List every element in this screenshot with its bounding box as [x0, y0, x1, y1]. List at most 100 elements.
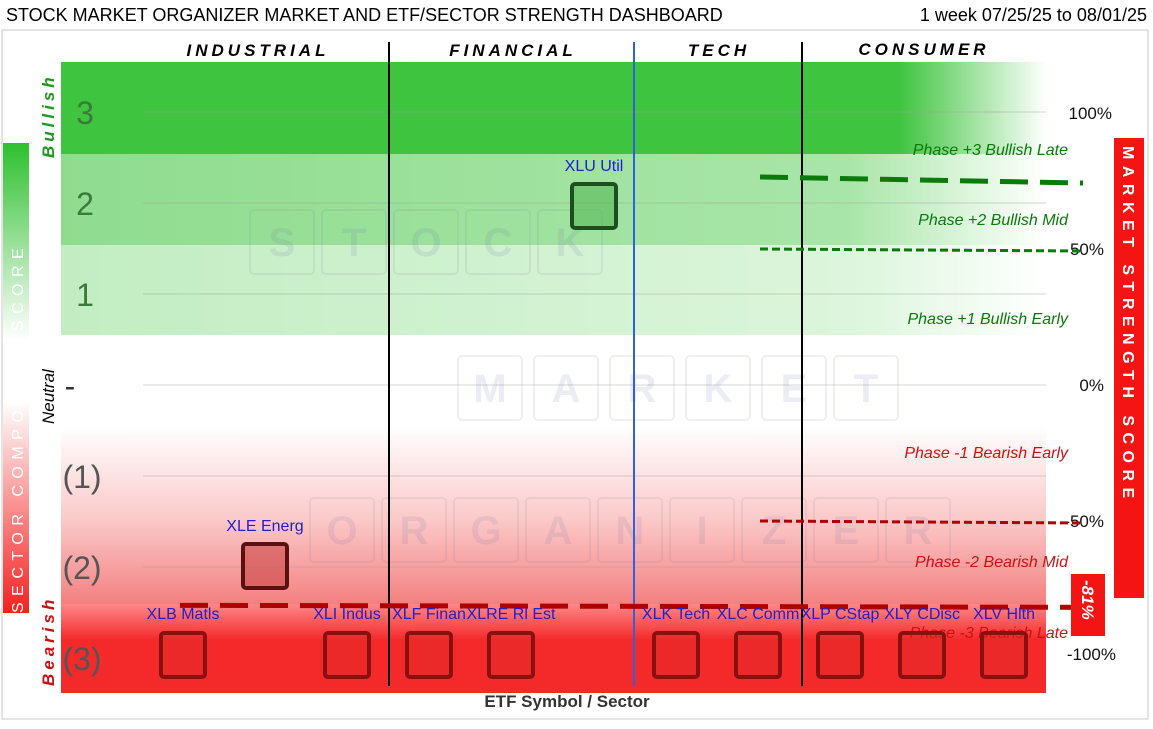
watermark-cell: E: [761, 355, 827, 421]
watermark-cell: O: [393, 209, 459, 275]
etf-marker: [487, 631, 535, 679]
etf-point: XLE Energ: [226, 518, 304, 590]
threshold-line: [179, 602, 1084, 610]
left-axis-neutral: Neutral: [39, 368, 58, 424]
etf-point: XLB Matls: [147, 606, 220, 679]
watermark: S T O C KM A R K E TO R G A N I Z E R: [249, 209, 951, 563]
sector-header-industrial: INDUSTRIAL: [187, 41, 330, 60]
sector-header-financial: FINANCIAL: [449, 41, 577, 60]
left-tick-label: (2): [62, 550, 101, 586]
band-bearish-late: [61, 604, 1046, 693]
watermark-letter: R: [400, 509, 429, 553]
right-axis-badge: [1114, 138, 1144, 598]
left-tick-label: -: [65, 368, 76, 404]
x-axis-title: ETF Symbol / Sector: [484, 692, 650, 711]
chart-frame: [1, 29, 1149, 720]
left-axis-bearish: Bearish: [39, 596, 58, 686]
watermark-letter: T: [342, 221, 366, 265]
left-axis-bullish: Bullish: [39, 73, 58, 158]
right-tick-label: 100%: [1069, 104, 1112, 123]
watermark-cell: E: [813, 497, 879, 563]
watermark-letter: A: [544, 509, 573, 553]
etf-marker: [405, 631, 453, 679]
left-score-bar: [3, 143, 29, 613]
market-strength-value: -81%: [1078, 580, 1097, 620]
watermark-letter: N: [616, 509, 645, 553]
etf-point: XLV Hlth: [973, 606, 1035, 679]
dashboard-title: STOCK MARKET ORGANIZER MARKET AND ETF/SE…: [6, 5, 723, 25]
watermark-letter: A: [552, 367, 581, 411]
watermark-cell: O: [309, 497, 375, 563]
watermark-letter: R: [628, 367, 657, 411]
watermark-cell: A: [533, 355, 599, 421]
watermark-letter: E: [781, 367, 808, 411]
left-ticks: 3 2 1 - (1) (2) (3): [62, 95, 101, 677]
watermark-cell: K: [685, 355, 751, 421]
band-bullish-mid: [61, 154, 1046, 245]
watermark-cell: R: [381, 497, 447, 563]
right-axis-title: MARKET STRENGTH SCORE: [1119, 146, 1136, 505]
etf-point: XLY CDisc: [884, 606, 960, 679]
etf-point: XLK Tech: [642, 606, 710, 679]
etf-label: XLU Util: [565, 158, 624, 175]
etf-label: XLRE Rl Est: [467, 606, 556, 623]
watermark-letter: G: [470, 509, 501, 553]
left-tick-label: 1: [76, 277, 94, 313]
watermark-letter: K: [704, 367, 733, 411]
right-tick-label: -50%: [1064, 512, 1104, 531]
left-tick-label: 3: [76, 95, 94, 131]
etf-marker: [159, 631, 207, 679]
etf-point: XLI Indus: [313, 606, 381, 679]
right-tick-label: 50%: [1070, 240, 1104, 259]
right-tick-label: -100%: [1067, 645, 1116, 664]
sector-header-consumer: CONSUMER: [858, 40, 989, 59]
watermark-letter: R: [904, 509, 933, 553]
phase-label: Phase +1 Bullish Early: [907, 311, 1069, 328]
phase-label: Phase +3 Bullish Late: [913, 142, 1068, 159]
band-bullish-early: [61, 245, 1046, 335]
watermark-letter: S: [269, 221, 296, 265]
etf-point: XLP CStap: [801, 606, 880, 679]
phase-label: Phase -1 Bearish Early: [904, 445, 1069, 462]
watermark-cell: N: [597, 497, 663, 563]
etf-marker: [816, 631, 864, 679]
etf-label: XLI Indus: [313, 606, 381, 623]
phase-label: Phase -2 Bearish Mid: [915, 554, 1069, 571]
right-ticks: 100% 50% 0% -50% -100%: [1064, 104, 1116, 664]
threshold-line: [759, 174, 1084, 186]
band-bullish-late: [61, 62, 1046, 154]
band-bearish-mid: [61, 518, 1046, 604]
etf-label: XLK Tech: [642, 606, 710, 623]
etf-point: XLC Comm: [717, 606, 799, 679]
band-bearish-early: [61, 427, 1046, 518]
etf-marker: [570, 182, 618, 230]
watermark-cell: Z: [741, 497, 807, 563]
etf-label: XLY CDisc: [884, 606, 960, 623]
etf-marker: [652, 631, 700, 679]
threshold-lines: [179, 174, 1084, 610]
etf-label: XLE Energ: [226, 518, 303, 535]
etf-marker: [898, 631, 946, 679]
etf-label: XLB Matls: [147, 606, 220, 623]
etf-marker: [241, 542, 289, 590]
date-range: 1 week 07/25/25 to 08/01/25: [919, 5, 1147, 25]
market-strength-badge: [1071, 574, 1105, 636]
threshold-line: [759, 247, 1084, 253]
watermark-letter: Z: [762, 509, 786, 553]
etf-label: XLV Hlth: [973, 606, 1035, 623]
watermark-cell: R: [885, 497, 951, 563]
watermark-cell: I: [669, 497, 735, 563]
etf-label: XLF Finan: [392, 606, 466, 623]
watermark-cell: A: [525, 497, 591, 563]
phase-bands: [61, 62, 1046, 693]
left-tick-label: (3): [62, 641, 101, 677]
threshold-line: [759, 519, 1084, 525]
watermark-letter: M: [473, 367, 506, 411]
watermark-cell: G: [453, 497, 519, 563]
etf-point: XLU Util: [565, 158, 624, 230]
right-tick-label: 0%: [1079, 376, 1104, 395]
etf-marker: [323, 631, 371, 679]
watermark-cell: M: [457, 355, 523, 421]
watermark-letter: E: [833, 509, 860, 553]
